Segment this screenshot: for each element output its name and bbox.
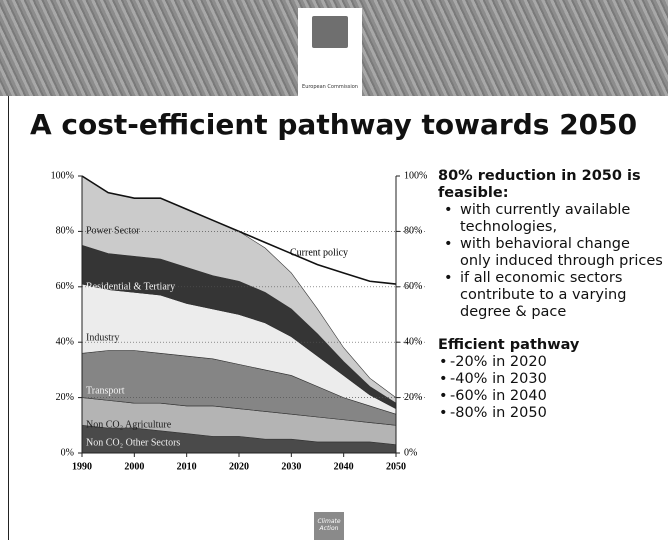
left-rule (8, 96, 9, 540)
bullet: with currently available technologies, (444, 202, 664, 236)
y-tick-label: 80% (56, 226, 74, 237)
x-tick-label: 2050 (386, 461, 406, 472)
x-tick-label: 2040 (334, 461, 354, 472)
bullet: with behavioral change only induced thro… (444, 236, 664, 270)
y-tick-label: 40% (56, 336, 74, 347)
y-tick-label: 100% (51, 170, 74, 181)
area-label: Non CO₂ Other Sectors (86, 437, 180, 448)
line-label: Current policy (290, 247, 348, 258)
x-tick-label: 2030 (281, 461, 301, 472)
area-label: Non CO₂ Agriculture (86, 419, 172, 430)
bullet-list: with currently available technologies,wi… (438, 202, 664, 321)
area-label: Power Sector (86, 225, 140, 236)
y-tick-label: 40% (404, 336, 422, 347)
y-tick-label: 20% (56, 392, 74, 403)
x-tick-label: 2000 (124, 461, 144, 472)
bullet: -60% in 2040 (439, 388, 664, 405)
y-tick-label: 80% (404, 226, 422, 237)
bullet: if all economic sectors contribute to a … (444, 270, 664, 321)
bullet: -20% in 2020 (439, 354, 664, 371)
x-tick-label: 1990 (72, 461, 92, 472)
bullet: -80% in 2050 (439, 405, 664, 422)
panel-heading: 80% reduction in 2050 is feasible: (438, 168, 641, 201)
area-label: Industry (86, 332, 119, 343)
x-tick-label: 2020 (229, 461, 249, 472)
slide-title: A cost-efficient pathway towards 2050 (30, 108, 638, 141)
x-tick-label: 2010 (177, 461, 197, 472)
y-tick-label: 100% (404, 170, 427, 181)
y-tick-label: 0% (404, 447, 417, 458)
bullet: -40% in 2030 (439, 371, 664, 388)
area-label: Residential & Tertiary (86, 281, 175, 292)
text-panel: 80% reduction in 2050 is feasible: with … (438, 168, 664, 422)
logo-text: European Commission (302, 84, 358, 90)
y-tick-label: 60% (56, 281, 74, 292)
y-tick-label: 0% (61, 447, 74, 458)
y-tick-label: 20% (404, 392, 422, 403)
logo-flag (312, 16, 348, 48)
area-label: Transport (86, 385, 125, 396)
logo: European Commission (298, 8, 362, 100)
footer-badge: Climate Action (314, 512, 344, 540)
y-tick-label: 60% (404, 281, 422, 292)
bullet-list: -20% in 2020-40% in 2030-60% in 2040-80%… (438, 354, 664, 422)
panel-heading: Efficient pathway (438, 337, 580, 353)
